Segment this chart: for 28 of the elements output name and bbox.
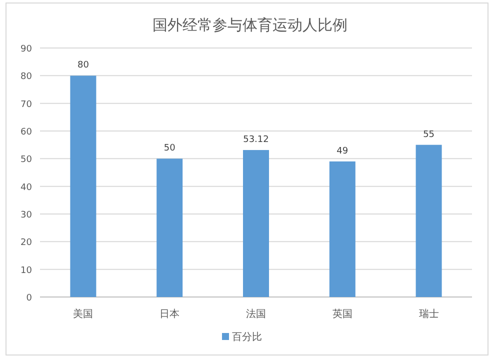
x-tick-label: 法国 xyxy=(246,308,266,320)
bar xyxy=(416,144,442,297)
data-label: 80 xyxy=(77,60,90,71)
bar xyxy=(156,158,183,297)
x-tick-label: 日本 xyxy=(160,308,180,320)
bar xyxy=(329,161,356,297)
x-tick-label: 英国 xyxy=(332,308,352,320)
x-tick-label: 美国 xyxy=(73,308,94,320)
y-tick-label: 10 xyxy=(20,266,32,276)
data-label: 50 xyxy=(164,144,176,154)
bar xyxy=(70,76,96,297)
legend: 百分比 xyxy=(222,332,262,343)
y-tick-label: 80 xyxy=(20,72,32,82)
chart-title: 国外经常参与体育运动人比例 xyxy=(152,16,348,34)
data-label: 49 xyxy=(336,146,348,156)
y-tick-label: 0 xyxy=(26,294,32,304)
y-tick-label: 70 xyxy=(20,100,32,110)
x-tick-label: 瑞士 xyxy=(418,308,439,320)
y-tick-label: 90 xyxy=(20,44,32,54)
bar xyxy=(243,150,269,297)
y-tick-label: 40 xyxy=(20,182,32,193)
y-tick-label: 30 xyxy=(20,210,32,220)
y-tick-label: 20 xyxy=(20,238,32,248)
y-tick-label: 60 xyxy=(20,128,32,138)
data-label: 55 xyxy=(423,130,435,140)
y-tick-label: 50 xyxy=(20,155,32,166)
data-label: 53.12 xyxy=(243,135,269,146)
legend-label: 百分比 xyxy=(232,331,262,343)
